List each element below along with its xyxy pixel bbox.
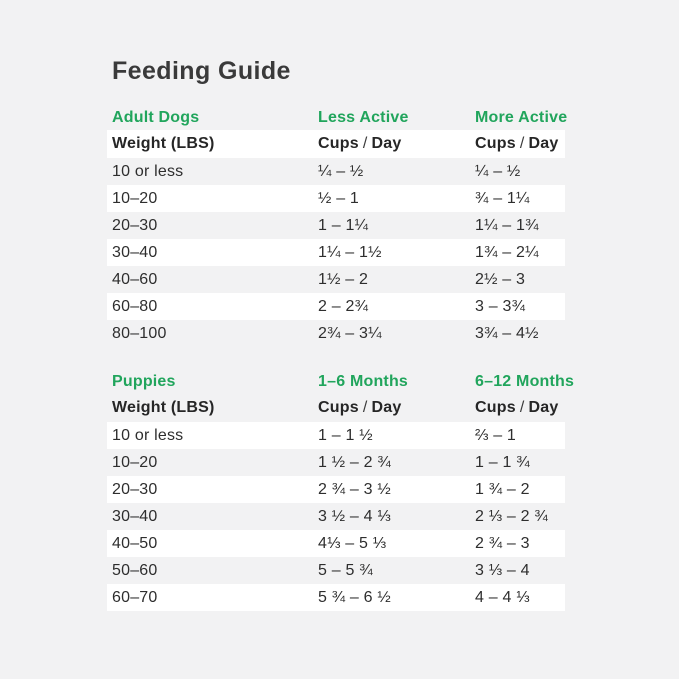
weight-cell: 10 or less bbox=[112, 426, 184, 444]
col3-cell: 2 ¾ – 3 bbox=[475, 534, 530, 552]
table-header-row: Puppies 1–6 Months 6–12 Months bbox=[107, 366, 575, 394]
col2-cell: 2 ¾ – 3 ½ bbox=[318, 480, 391, 498]
weight-cell: 30–40 bbox=[112, 507, 158, 525]
col2-cell: 1¼ – 1½ bbox=[318, 243, 382, 261]
table-row: 30–40 3 ½ – 4 ⅓ 2 ⅓ – 2 ¾ bbox=[107, 503, 565, 530]
table-row: 60–80 2 – 2¾ 3 – 3¾ bbox=[107, 293, 565, 320]
col2-cell: 3 ½ – 4 ⅓ bbox=[318, 507, 391, 525]
cups-label: Cups bbox=[475, 135, 516, 152]
col2-header: 1–6 Months bbox=[318, 373, 409, 390]
col2-cell: 1½ – 2 bbox=[318, 270, 369, 288]
weight-cell: 80–100 bbox=[112, 324, 167, 342]
table-row: 10–20 ½ – 1 ¾ – 1¼ bbox=[107, 185, 565, 212]
table-row: 60–70 5 ¾ – 6 ½ 4 – 4 ⅓ bbox=[107, 584, 565, 611]
content-area: Feeding Guide Adult Dogs Less Active Mor… bbox=[107, 56, 575, 630]
cups-label: Cups bbox=[475, 399, 516, 416]
weight-cell: 30–40 bbox=[112, 243, 158, 261]
col3-cell: 3 ⅓ – 4 bbox=[475, 561, 530, 579]
cups-day-header: Cups / Day bbox=[318, 135, 475, 153]
col3-cell: 1¾ – 2¼ bbox=[475, 243, 539, 261]
weight-cell: 40–50 bbox=[112, 534, 158, 552]
col2-cell: 1 – 1¼ bbox=[318, 216, 369, 234]
col3-cell: 2 ⅓ – 2 ¾ bbox=[475, 507, 548, 525]
weight-cell: 20–30 bbox=[112, 216, 158, 234]
table-row: 20–30 2 ¾ – 3 ½ 1 ¾ – 2 bbox=[107, 476, 565, 503]
col3-cell: 3¾ – 4½ bbox=[475, 324, 539, 342]
col2-cell: ½ – 1 bbox=[318, 189, 360, 207]
slash: / bbox=[519, 135, 525, 152]
col3-header: More Active bbox=[475, 109, 568, 126]
slash: / bbox=[362, 399, 368, 416]
table-row: 20–30 1 – 1¼ 1¼ – 1¾ bbox=[107, 212, 565, 239]
table-row: 50–60 5 – 5 ¾ 3 ⅓ – 4 bbox=[107, 557, 565, 584]
subheader-row: Weight (LBS) Cups / Day Cups / Day bbox=[107, 394, 565, 422]
col2-cell: 5 – 5 ¾ bbox=[318, 561, 373, 579]
weight-header: Weight (LBS) bbox=[112, 399, 215, 416]
weight-cell: 10 or less bbox=[112, 162, 184, 180]
col3-cell: 4 – 4 ⅓ bbox=[475, 588, 530, 606]
day-label: Day bbox=[371, 399, 402, 416]
col3-cell: 3 – 3¾ bbox=[475, 297, 526, 315]
table-row: 10 or less ¼ – ½ ¼ – ½ bbox=[107, 158, 565, 185]
page-title: Feeding Guide bbox=[112, 57, 291, 85]
col3-cell: ⅔ – 1 bbox=[475, 426, 517, 444]
col3-cell: 1¼ – 1¾ bbox=[475, 216, 539, 234]
col3-cell: 2½ – 3 bbox=[475, 270, 526, 288]
slash: / bbox=[519, 399, 525, 416]
weight-cell: 40–60 bbox=[112, 270, 158, 288]
table-row: 80–100 2¾ – 3¼ 3¾ – 4½ bbox=[107, 320, 565, 347]
table-category: Adult Dogs bbox=[112, 109, 200, 126]
weight-cell: 10–20 bbox=[112, 189, 158, 207]
feeding-table: Puppies 1–6 Months 6–12 Months Weight (L… bbox=[107, 366, 575, 611]
col3-cell: ¼ – ½ bbox=[475, 162, 521, 180]
col2-cell: 4⅓ – 5 ⅓ bbox=[318, 534, 387, 552]
weight-cell: 50–60 bbox=[112, 561, 158, 579]
tables: Adult Dogs Less Active More Active Weigh… bbox=[107, 102, 575, 611]
col3-cell: 1 ¾ – 2 bbox=[475, 480, 530, 498]
day-label: Day bbox=[528, 399, 559, 416]
weight-header: Weight (LBS) bbox=[112, 135, 215, 152]
cups-day-header: Cups / Day bbox=[318, 399, 475, 417]
weight-cell: 60–80 bbox=[112, 297, 158, 315]
col3-cell: ¾ – 1¼ bbox=[475, 189, 530, 207]
col2-cell: 5 ¾ – 6 ½ bbox=[318, 588, 391, 606]
cups-day-header: Cups / Day bbox=[475, 399, 565, 417]
cups-label: Cups bbox=[318, 135, 359, 152]
slash: / bbox=[362, 135, 368, 152]
col3-cell: 1 – 1 ¾ bbox=[475, 453, 530, 471]
col2-cell: ¼ – ½ bbox=[318, 162, 364, 180]
feeding-table: Adult Dogs Less Active More Active Weigh… bbox=[107, 102, 568, 347]
subheader-row: Weight (LBS) Cups / Day Cups / Day bbox=[107, 130, 565, 158]
table-row: 10–20 1 ½ – 2 ¾ 1 – 1 ¾ bbox=[107, 449, 565, 476]
table-row: 40–50 4⅓ – 5 ⅓ 2 ¾ – 3 bbox=[107, 530, 565, 557]
table-row: 30–40 1¼ – 1½ 1¾ – 2¼ bbox=[107, 239, 565, 266]
col2-cell: 2¾ – 3¼ bbox=[318, 324, 382, 342]
table-category: Puppies bbox=[112, 373, 176, 390]
col2-cell: 2 – 2¾ bbox=[318, 297, 369, 315]
table-row: 10 or less 1 – 1 ½ ⅔ – 1 bbox=[107, 422, 565, 449]
weight-cell: 20–30 bbox=[112, 480, 158, 498]
table-header-row: Adult Dogs Less Active More Active bbox=[107, 102, 568, 130]
table-row: 40–60 1½ – 2 2½ – 3 bbox=[107, 266, 565, 293]
col3-header: 6–12 Months bbox=[475, 373, 575, 390]
col2-cell: 1 ½ – 2 ¾ bbox=[318, 453, 391, 471]
day-label: Day bbox=[371, 135, 402, 152]
col2-cell: 1 – 1 ½ bbox=[318, 426, 373, 444]
cups-day-header: Cups / Day bbox=[475, 135, 565, 153]
weight-cell: 60–70 bbox=[112, 588, 158, 606]
weight-cell: 10–20 bbox=[112, 453, 158, 471]
day-label: Day bbox=[528, 135, 559, 152]
cups-label: Cups bbox=[318, 399, 359, 416]
col2-header: Less Active bbox=[318, 109, 409, 126]
